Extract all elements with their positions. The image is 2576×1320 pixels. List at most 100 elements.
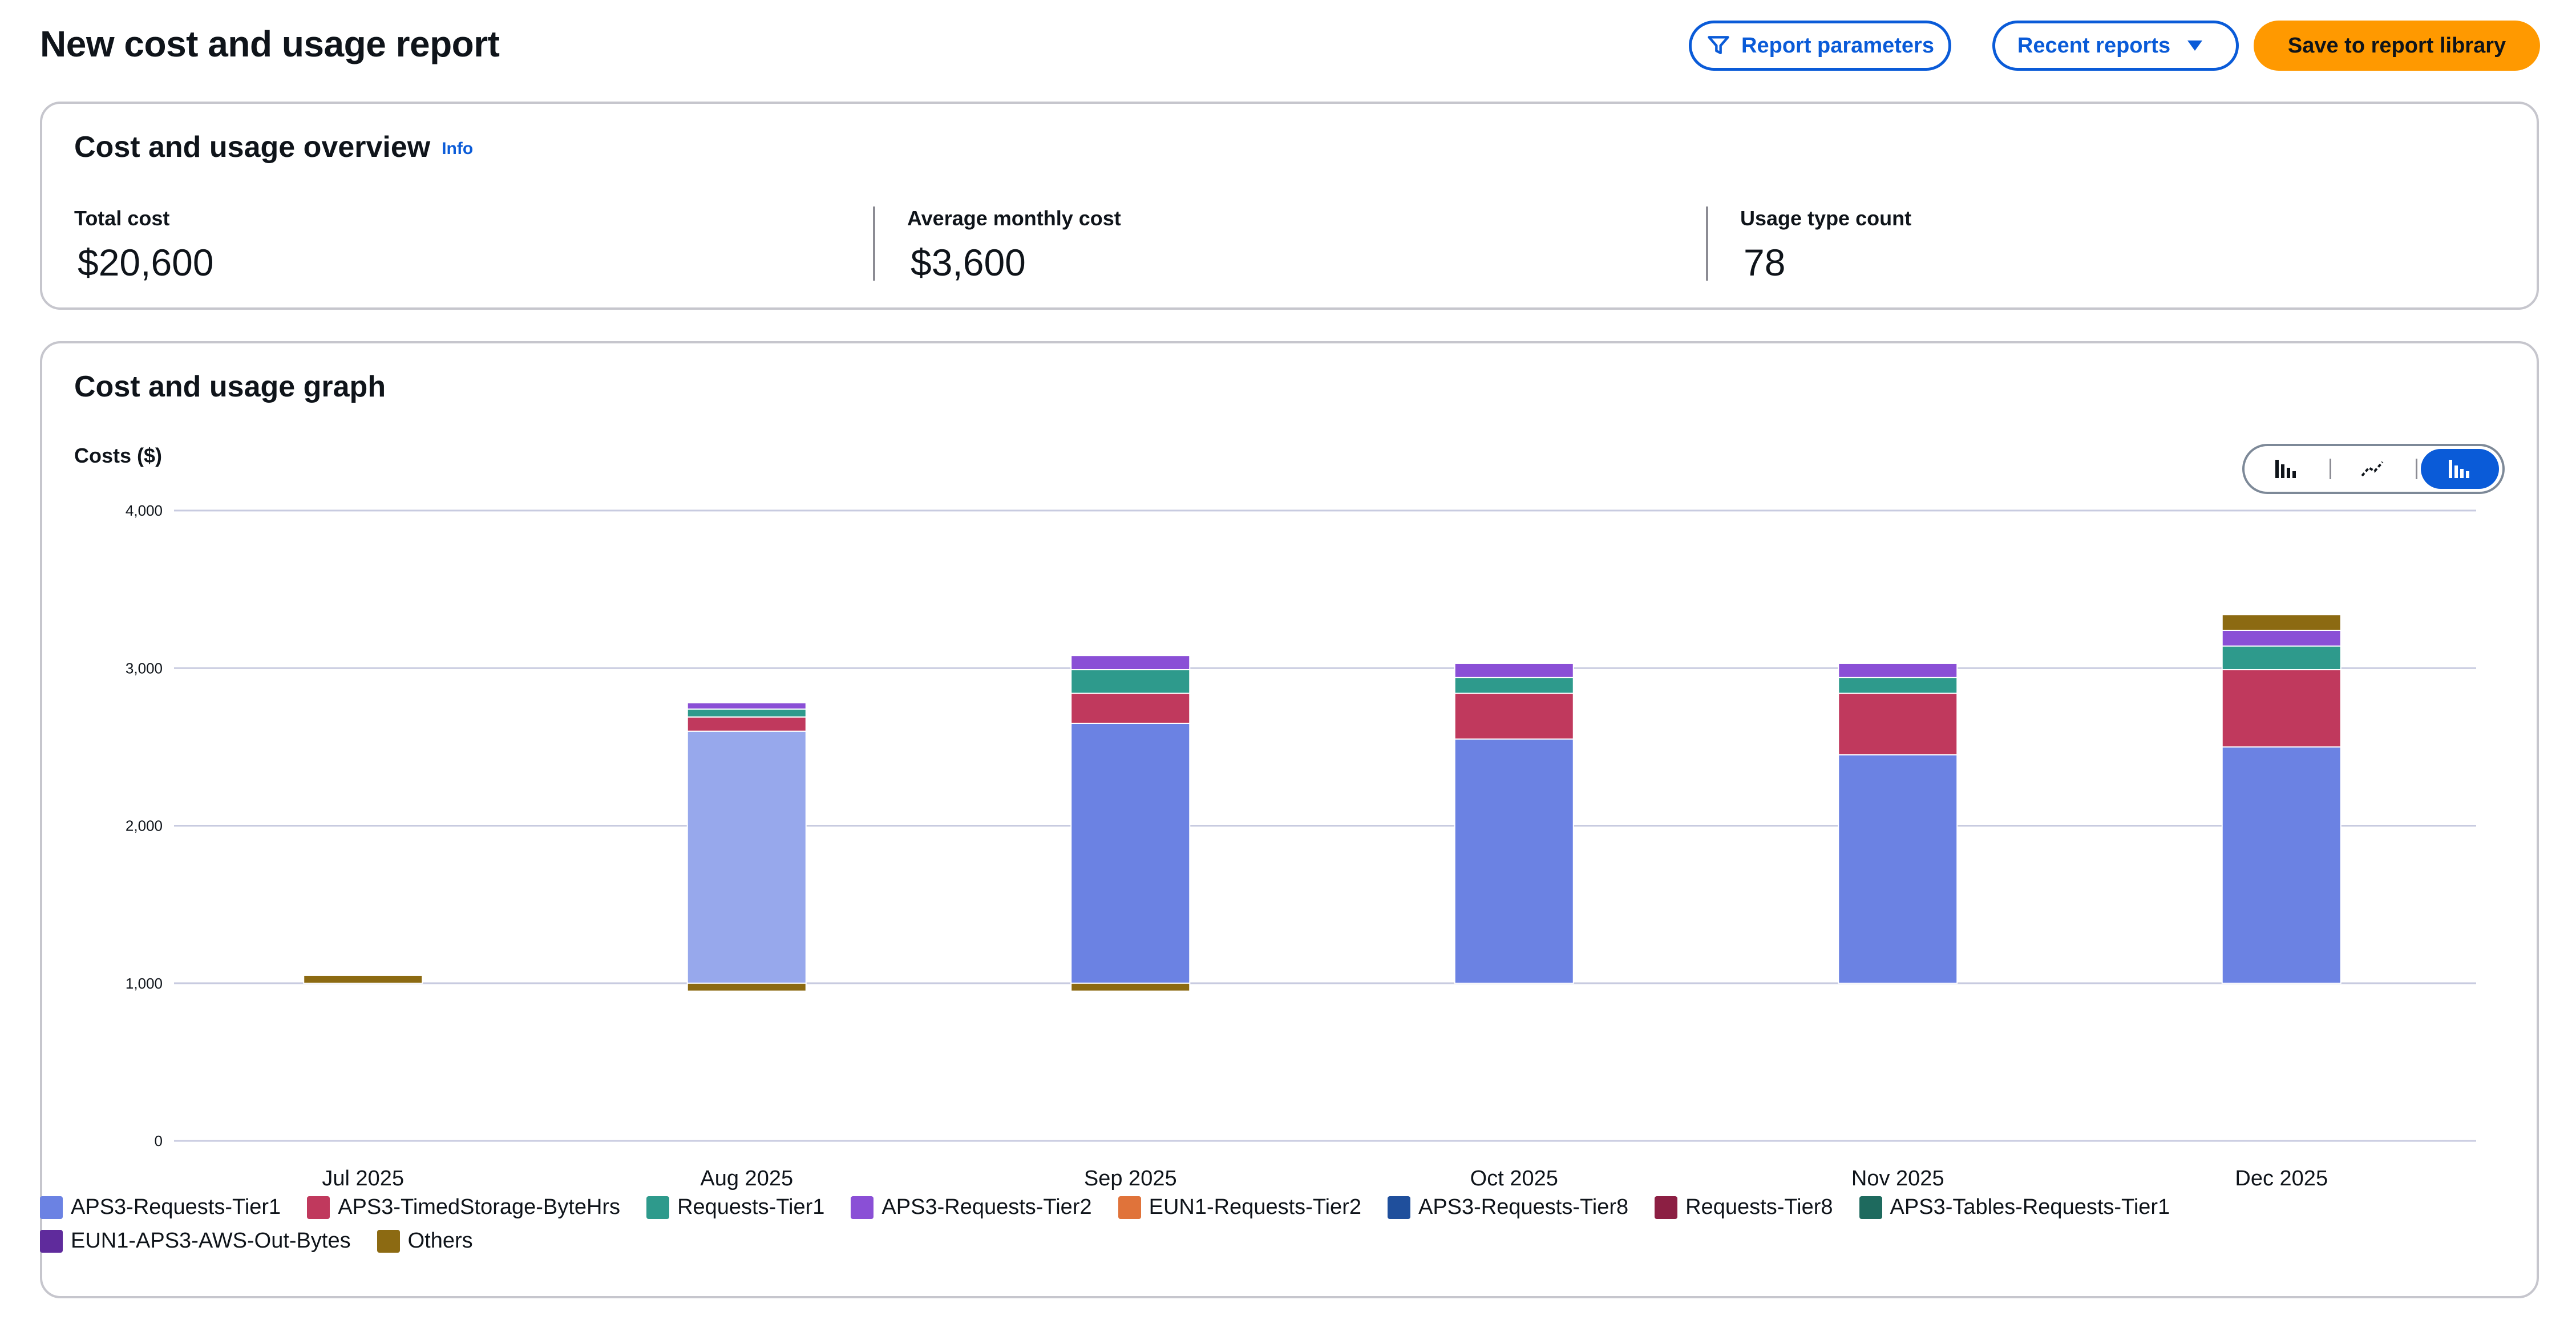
y-tick-label: 2,000 bbox=[126, 817, 163, 835]
legend-swatch bbox=[40, 1229, 63, 1253]
average-monthly-cost-value: $3,600 bbox=[911, 241, 1026, 284]
bar-segment[interactable] bbox=[2221, 645, 2342, 671]
average-monthly-cost: Average monthly cost $3,600 bbox=[907, 206, 1121, 284]
bar-segment[interactable] bbox=[686, 730, 807, 984]
average-monthly-cost-label: Average monthly cost bbox=[907, 206, 1121, 230]
legend-swatch bbox=[377, 1229, 400, 1253]
legend-item[interactable]: APS3-Tables-Requests-Tier1 bbox=[1859, 1195, 2170, 1220]
overview-title: Cost and usage overview Info bbox=[74, 130, 473, 164]
legend-label: EUN1-APS3-AWS-Out-Bytes bbox=[71, 1229, 351, 1253]
bar-segment[interactable] bbox=[1454, 662, 1574, 678]
legend-swatch bbox=[307, 1196, 330, 1219]
legend-item[interactable]: APS3-Requests-Tier2 bbox=[851, 1195, 1092, 1220]
legend-swatch bbox=[1118, 1196, 1141, 1219]
bar-segment[interactable] bbox=[1454, 693, 1574, 740]
bar-segment[interactable] bbox=[686, 716, 807, 732]
bar-segment[interactable] bbox=[686, 982, 807, 992]
bar-segment[interactable] bbox=[1070, 693, 1191, 724]
bar-segment[interactable] bbox=[2221, 746, 2342, 984]
chart-legend: APS3-Requests-Tier1 APS3-TimedStorage-Byt… bbox=[40, 1195, 2493, 1253]
legend-label: APS3-Requests-Tier2 bbox=[881, 1195, 1092, 1219]
legend-label: APS3-Requests-Tier8 bbox=[1418, 1195, 1629, 1219]
legend-item[interactable]: Others bbox=[377, 1229, 473, 1253]
legend-swatch bbox=[646, 1196, 670, 1219]
bar-segment[interactable] bbox=[1454, 677, 1574, 694]
y-axis-title: Costs ($) bbox=[74, 444, 163, 467]
legend-item[interactable]: APS3-Requests-Tier1 bbox=[40, 1195, 281, 1220]
legend-item[interactable]: Requests-Tier1 bbox=[646, 1195, 824, 1220]
x-tick-label: Jul 2025 bbox=[322, 1167, 404, 1191]
save-to-report-library-button[interactable]: Save to report library bbox=[2254, 21, 2540, 71]
legend-swatch bbox=[1859, 1196, 1882, 1219]
report-parameters-label: Report parameters bbox=[1741, 33, 1934, 58]
recent-reports-button[interactable]: Recent reports bbox=[1992, 21, 2239, 71]
bar-segment[interactable] bbox=[2221, 629, 2342, 647]
legend-label: APS3-TimedStorage-ByteHrs bbox=[338, 1195, 621, 1219]
legend-swatch bbox=[1655, 1196, 1678, 1219]
usage-type-count: Usage type count 78 bbox=[1740, 206, 1911, 284]
legend-item[interactable]: APS3-Requests-Tier8 bbox=[1387, 1195, 1629, 1220]
bar-segment[interactable] bbox=[2221, 669, 2342, 748]
bar-segment[interactable] bbox=[1070, 722, 1191, 984]
bar-segment[interactable] bbox=[1838, 662, 1958, 678]
legend-label: Requests-Tier1 bbox=[677, 1195, 825, 1219]
bar-segment[interactable] bbox=[303, 974, 423, 984]
x-tick-label: Nov 2025 bbox=[1851, 1167, 1944, 1191]
page-title: New cost and usage report bbox=[40, 23, 500, 64]
toggle-separator bbox=[2329, 459, 2331, 479]
overview-divider bbox=[873, 206, 875, 281]
overview-title-text: Cost and usage overview bbox=[74, 131, 431, 164]
stacked-bar-chart-toggle[interactable] bbox=[2421, 449, 2499, 489]
legend-label: Requests-Tier8 bbox=[1685, 1195, 1833, 1219]
legend-item[interactable]: EUN1-Requests-Tier2 bbox=[1118, 1195, 1361, 1220]
bar-chart-icon bbox=[2275, 460, 2296, 478]
legend-item[interactable]: Requests-Tier8 bbox=[1655, 1195, 1833, 1220]
bar-segment[interactable] bbox=[1070, 655, 1191, 671]
x-tick-label: Dec 2025 bbox=[2235, 1167, 2328, 1191]
bar-segment[interactable] bbox=[1070, 982, 1191, 992]
total-cost-value: $20,600 bbox=[78, 241, 214, 284]
bar-segment[interactable] bbox=[1454, 738, 1574, 984]
caret-down-icon bbox=[2187, 41, 2203, 51]
usage-type-count-value: 78 bbox=[1744, 241, 1786, 284]
filter-icon bbox=[1708, 36, 1729, 55]
legend-label: Others bbox=[407, 1229, 473, 1253]
y-tick-label: 1,000 bbox=[126, 975, 163, 992]
report-parameters-button[interactable]: Report parameters bbox=[1689, 21, 1951, 71]
y-tick-label: 4,000 bbox=[126, 502, 163, 519]
overview-divider bbox=[1706, 206, 1708, 281]
legend-swatch bbox=[1387, 1196, 1410, 1219]
graph-title: Cost and usage graph bbox=[74, 370, 386, 403]
legend-swatch bbox=[851, 1196, 874, 1219]
line-chart-toggle[interactable] bbox=[2335, 449, 2413, 489]
bar-segment[interactable] bbox=[1838, 677, 1958, 694]
bar-segment[interactable] bbox=[1838, 754, 1958, 984]
x-tick-label: Sep 2025 bbox=[1084, 1167, 1177, 1191]
bar-segment[interactable] bbox=[686, 708, 807, 718]
legend-label: APS3-Requests-Tier1 bbox=[71, 1195, 281, 1219]
chart-type-toggle bbox=[2242, 444, 2505, 494]
bar-segment[interactable] bbox=[1838, 693, 1958, 756]
cost-usage-overview-card: Cost and usage overview Info Total cost $… bbox=[40, 102, 2539, 310]
legend-swatch bbox=[40, 1196, 63, 1219]
toggle-separator bbox=[2416, 459, 2418, 479]
cost-usage-graph-card: Cost and usage graph Costs ($) bbox=[40, 341, 2539, 1298]
legend-label: EUN1-Requests-Tier2 bbox=[1149, 1195, 1361, 1219]
legend-item[interactable]: APS3-TimedStorage-ByteHrs bbox=[307, 1195, 620, 1220]
bar-segment[interactable] bbox=[2221, 614, 2342, 631]
stacked-bar-chart-icon bbox=[2448, 460, 2469, 478]
bar-segment[interactable] bbox=[1070, 669, 1191, 694]
bar-segment[interactable] bbox=[686, 702, 807, 710]
legend-item[interactable]: EUN1-APS3-AWS-Out-Bytes bbox=[40, 1229, 351, 1253]
total-cost: Total cost $20,600 bbox=[74, 206, 214, 284]
info-link[interactable]: Info bbox=[442, 139, 474, 159]
y-tick-label: 3,000 bbox=[126, 659, 163, 677]
usage-type-count-label: Usage type count bbox=[1740, 206, 1912, 230]
x-tick-label: Aug 2025 bbox=[700, 1167, 793, 1191]
bar-chart-toggle[interactable] bbox=[2248, 449, 2326, 489]
y-tick-label: 0 bbox=[155, 1132, 163, 1149]
line-chart-icon bbox=[2361, 461, 2384, 477]
legend-label: APS3-Tables-Requests-Tier1 bbox=[1890, 1195, 2170, 1219]
total-cost-label: Total cost bbox=[74, 206, 170, 230]
